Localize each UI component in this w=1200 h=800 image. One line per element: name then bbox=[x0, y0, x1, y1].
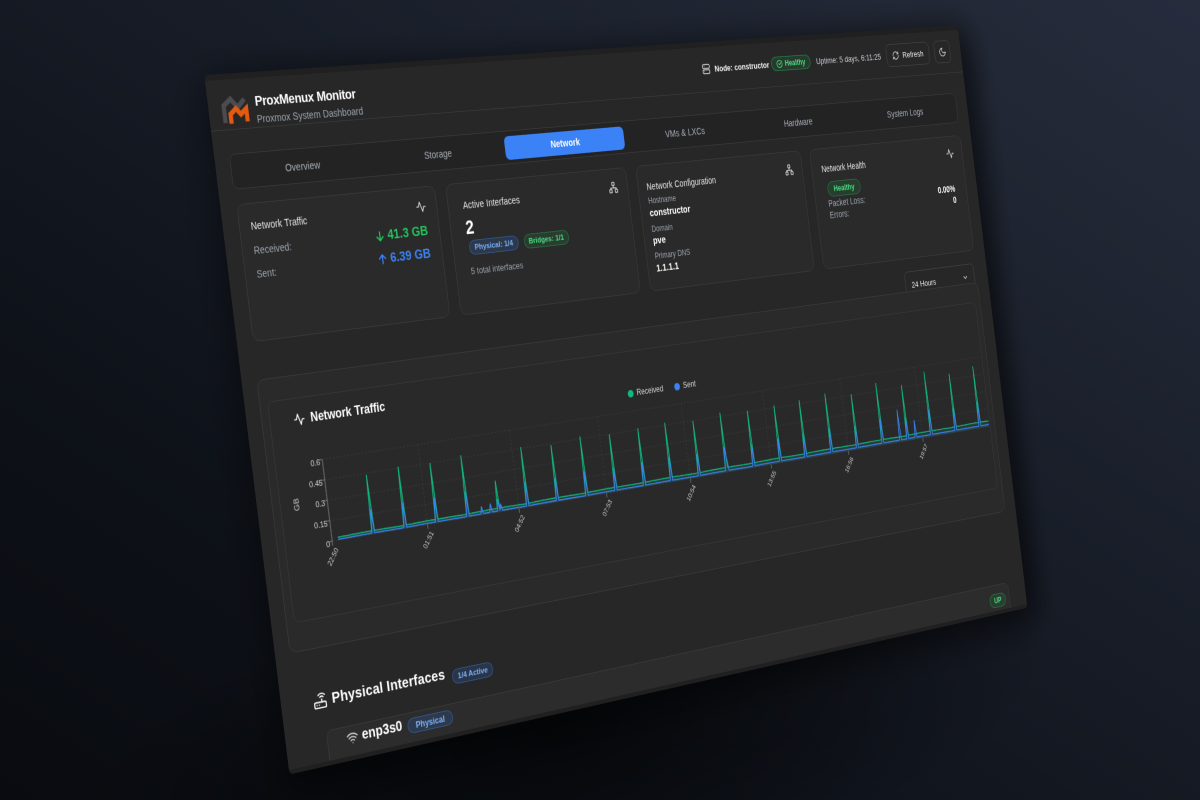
svg-text:07:53: 07:53 bbox=[601, 498, 614, 518]
svg-text:01:51: 01:51 bbox=[421, 529, 435, 550]
svg-text:0: 0 bbox=[326, 539, 331, 549]
svg-text:GB: GB bbox=[291, 497, 301, 512]
svg-text:0.15: 0.15 bbox=[314, 519, 329, 531]
svg-text:0.6: 0.6 bbox=[310, 458, 321, 469]
svg-text:04:52: 04:52 bbox=[513, 513, 526, 534]
svg-text:10:54: 10:54 bbox=[685, 483, 697, 503]
svg-text:0.45: 0.45 bbox=[309, 478, 324, 490]
svg-text:19:57: 19:57 bbox=[918, 442, 929, 461]
svg-text:13:55: 13:55 bbox=[766, 469, 778, 488]
svg-text:0.3: 0.3 bbox=[315, 499, 326, 510]
svg-text:16:56: 16:56 bbox=[844, 455, 855, 474]
